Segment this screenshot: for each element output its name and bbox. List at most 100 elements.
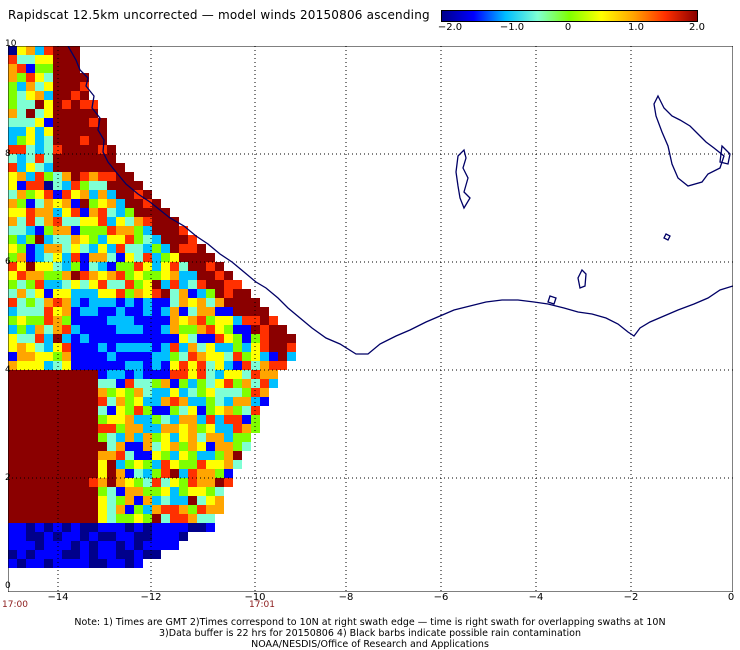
swath-cell xyxy=(62,451,71,460)
swath-cell xyxy=(44,280,53,289)
swath-cell xyxy=(125,343,134,352)
swath-cell xyxy=(8,505,17,514)
swath-cell xyxy=(206,280,215,289)
swath-cell xyxy=(89,442,98,451)
swath-cell xyxy=(53,127,62,136)
swath-cell xyxy=(17,550,26,559)
swath-cell xyxy=(206,469,215,478)
swath-cell xyxy=(224,334,233,343)
swath-cell xyxy=(125,379,134,388)
swath-cell xyxy=(179,532,188,541)
swath-cell xyxy=(116,415,125,424)
swath-cell xyxy=(152,424,161,433)
swath-cell xyxy=(125,217,134,226)
swath-cell xyxy=(224,370,233,379)
swath-cell xyxy=(233,343,242,352)
swath-cell xyxy=(44,118,53,127)
swath-cell xyxy=(53,496,62,505)
x-tick-label: 0 xyxy=(727,592,735,603)
swath-cell xyxy=(107,262,116,271)
swath-cell xyxy=(98,469,107,478)
swath-cell xyxy=(8,361,17,370)
swath-cell xyxy=(242,325,251,334)
swath-cell xyxy=(161,289,170,298)
swath-cell xyxy=(62,415,71,424)
swath-cell xyxy=(152,487,161,496)
swath-cell xyxy=(125,541,134,550)
swath-cell xyxy=(80,415,89,424)
swath-cell xyxy=(143,217,152,226)
swath-cell xyxy=(35,505,44,514)
swath-cell xyxy=(107,253,116,262)
swath-cell xyxy=(116,514,125,523)
swath-cell xyxy=(17,559,26,568)
swath-cell xyxy=(170,415,179,424)
swath-cell xyxy=(125,514,134,523)
swath-cell xyxy=(35,397,44,406)
swath-cell xyxy=(62,388,71,397)
swath-cell xyxy=(233,334,242,343)
swath-cell xyxy=(26,451,35,460)
swath-cell xyxy=(152,370,161,379)
swath-cell xyxy=(107,550,116,559)
swath-cell xyxy=(71,379,80,388)
footnote: Note: 1) Times are GMT 2)Times correspon… xyxy=(74,617,666,628)
swath-cell xyxy=(98,559,107,568)
swath-cell xyxy=(8,406,17,415)
swath-cell xyxy=(71,64,80,73)
swath-cell xyxy=(8,145,17,154)
swath-cell xyxy=(188,280,197,289)
swath-cell xyxy=(206,496,215,505)
swath-cell xyxy=(107,505,116,514)
swath-cell xyxy=(71,505,80,514)
swath-cell xyxy=(98,316,107,325)
swath-cell xyxy=(134,226,143,235)
swath-cell xyxy=(80,370,89,379)
y-tick-label: 0 xyxy=(5,581,11,591)
swath-cell xyxy=(134,298,143,307)
swath-cell xyxy=(26,514,35,523)
swath-cell xyxy=(179,424,188,433)
swath-cell xyxy=(17,46,26,55)
swath-cell xyxy=(188,307,197,316)
swath-cell xyxy=(26,406,35,415)
swath-cell xyxy=(53,343,62,352)
swath-cell xyxy=(179,280,188,289)
swath-cell xyxy=(89,181,98,190)
swath-cell xyxy=(17,388,26,397)
swath-cell xyxy=(125,532,134,541)
swath-cell xyxy=(188,253,197,262)
swath-cell xyxy=(107,244,116,253)
swath-cell xyxy=(80,262,89,271)
swath-cell xyxy=(62,118,71,127)
swath-cell xyxy=(197,388,206,397)
swath-cell xyxy=(260,370,269,379)
swath-cell xyxy=(206,307,215,316)
swath-cell xyxy=(188,505,197,514)
swath-cell xyxy=(17,397,26,406)
swath-cell xyxy=(206,442,215,451)
swath-cell xyxy=(35,91,44,100)
swath-cell xyxy=(116,442,125,451)
swath-cell xyxy=(125,397,134,406)
swath-cell xyxy=(71,253,80,262)
swath-cell xyxy=(260,352,269,361)
swath-cell xyxy=(134,460,143,469)
swath-cell xyxy=(8,298,17,307)
swath-cell xyxy=(143,271,152,280)
swath-cell xyxy=(215,478,224,487)
swath-cell xyxy=(62,172,71,181)
x-tick-label: −12 xyxy=(140,592,162,603)
swath-cell xyxy=(62,496,71,505)
swath-cell xyxy=(98,253,107,262)
swath-cell xyxy=(44,442,53,451)
swath-cell xyxy=(80,190,89,199)
swath-cell xyxy=(197,244,206,253)
swath-cell xyxy=(80,442,89,451)
swath-cell xyxy=(62,91,71,100)
swath-cell xyxy=(170,325,179,334)
swath-cell xyxy=(26,532,35,541)
swath-cell xyxy=(161,325,170,334)
swath-cell xyxy=(62,262,71,271)
swath-cell xyxy=(26,217,35,226)
